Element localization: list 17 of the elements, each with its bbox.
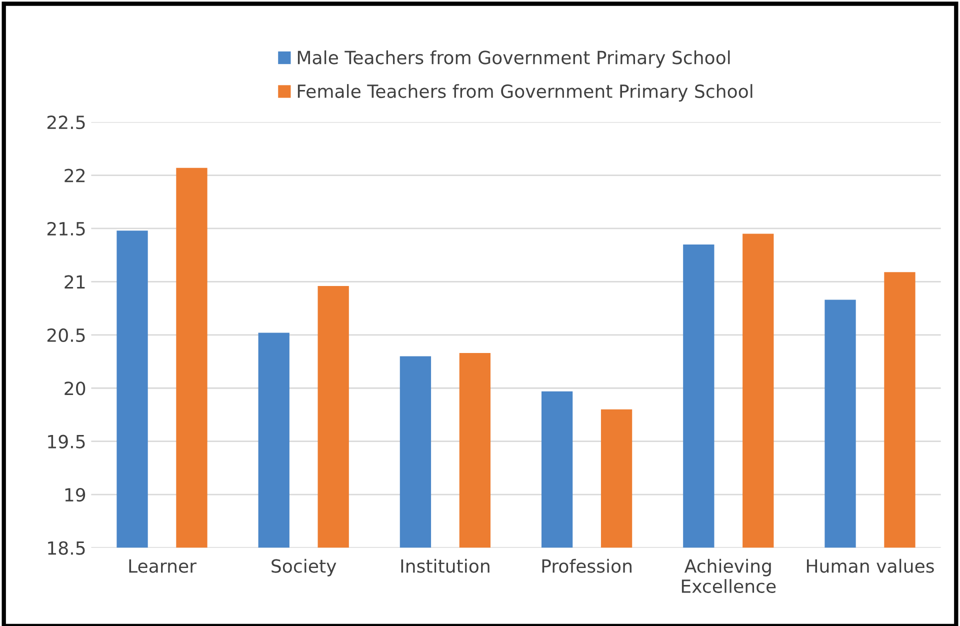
y-tick-label: 21.5 bbox=[47, 222, 85, 236]
y-tick-label: 22 bbox=[64, 168, 85, 182]
x-tick-label: Achieving Excellence bbox=[682, 558, 776, 594]
y-tick-label: 20.5 bbox=[47, 328, 85, 342]
x-tick-label: Institution bbox=[401, 558, 490, 573]
y-tick-label: 19.5 bbox=[48, 434, 85, 448]
x-tick-label: Society bbox=[272, 558, 336, 576]
x-tick-label: Learner bbox=[129, 559, 196, 573]
y-tick-label: 18.5 bbox=[48, 541, 85, 555]
x-tick-label: Profession bbox=[542, 558, 632, 573]
y-tick-label: 21 bbox=[64, 275, 85, 289]
x-tick-label: Human values bbox=[806, 558, 934, 573]
y-tick-label: 22.5 bbox=[47, 116, 85, 130]
y-tick-label: 19 bbox=[65, 488, 86, 502]
y-tick-label: 20 bbox=[64, 382, 86, 396]
legend-label: Male Teachers from Government Primary School bbox=[298, 50, 730, 68]
legend-label: Female Teachers from Government Primary School bbox=[298, 84, 752, 102]
